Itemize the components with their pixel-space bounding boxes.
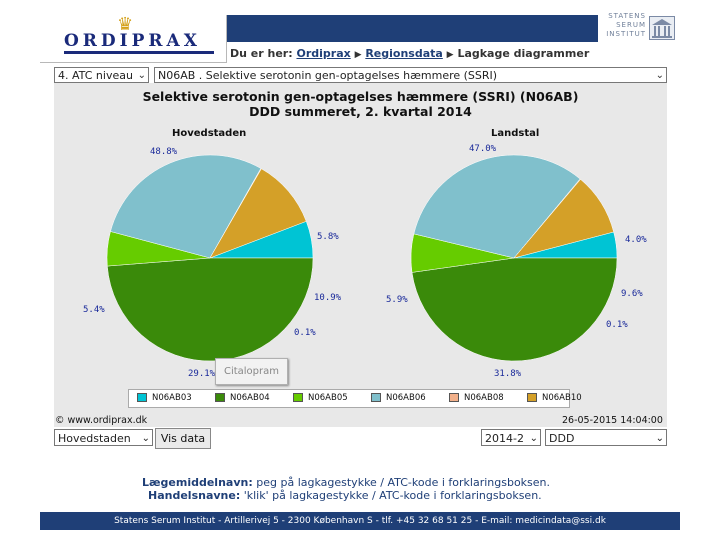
measure-select[interactable]: DDD ⌄	[545, 429, 667, 446]
breadcrumb-arrow-icon: ▶	[354, 50, 362, 60]
chart-copyright: © www.ordiprax.dk	[55, 415, 148, 426]
pie1-label-n06ab06: 29.1%	[188, 369, 216, 379]
period-value: 2014-2	[485, 432, 524, 445]
ssi-line1: STATENS	[608, 12, 646, 20]
pie-title-landstal: Landstal	[491, 128, 540, 139]
legend-label: N06AB08	[464, 393, 504, 403]
info-text-tradenames: 'klik' på lagkagestykke / ATC-kode i for…	[240, 489, 542, 502]
pie-slice-hovedstaden-n06ab10[interactable]	[209, 168, 307, 259]
breadcrumb-ordiprax[interactable]: Ordiprax	[296, 47, 351, 60]
atc-level-value: 4. ATC niveau	[58, 69, 133, 82]
atc-code-select[interactable]: N06AB . Selektive serotonin gen-optagels…	[154, 67, 667, 83]
ssi-line2: SERUM	[616, 21, 646, 29]
legend-swatch	[371, 393, 381, 402]
period-select[interactable]: 2014-2 ⌄	[481, 429, 541, 446]
legend-item-n06ab03[interactable]: N06AB03	[137, 393, 192, 403]
breadcrumb-arrow-icon: ▶	[446, 50, 454, 60]
legend-item-n06ab10[interactable]: N06AB10	[527, 393, 582, 403]
crown-icon: ♛	[117, 14, 134, 35]
breadcrumb-current: Lagkage diagrammer	[457, 47, 590, 60]
info-line-drugname: Lægemiddelnavn: peg på lagkagestykke / A…	[142, 476, 550, 489]
region-select[interactable]: Hovedstaden ⌄	[54, 429, 153, 446]
legend-item-n06ab08[interactable]: N06AB08	[449, 393, 504, 403]
show-data-button[interactable]: Vis data	[155, 428, 211, 449]
ssi-line3: INSTITUT	[606, 30, 646, 38]
atc-level-select[interactable]: 4. ATC niveau ⌄	[54, 67, 149, 83]
chart-title: Selektive serotonin gen-optagelses hæmme…	[142, 89, 579, 104]
pie2-label-n06ab03: 4.0%	[625, 235, 647, 245]
legend-swatch	[527, 393, 537, 402]
footer-bar: Statens Serum Institut - Artillerivej 5 …	[40, 512, 680, 530]
pie-slice-hovedstaden-n06ab06[interactable]	[110, 154, 262, 259]
logo-underline	[64, 51, 214, 54]
legend-item-n06ab05[interactable]: N06AB05	[293, 393, 348, 403]
info-label-tradenames: Handelsnavne:	[148, 489, 241, 502]
measure-value: DDD	[549, 432, 575, 445]
chevron-down-icon: ⌄	[655, 433, 664, 444]
chart-subtitle: DDD summeret, 2. kvartal 2014	[249, 104, 472, 119]
chevron-down-icon: ⌄	[655, 70, 664, 81]
chevron-down-icon: ⌄	[141, 433, 150, 444]
legend-swatch	[215, 393, 225, 402]
legend-label: N06AB05	[308, 393, 348, 403]
pie-slice-landstal-n06ab04[interactable]	[411, 257, 618, 362]
pie2-label-n06ab06: 31.8%	[494, 369, 522, 379]
chevron-down-icon: ⌄	[137, 70, 146, 81]
legend-swatch	[449, 393, 459, 402]
legend-label: N06AB10	[542, 393, 582, 403]
pie2-label-n06ab04: 47.0%	[469, 144, 497, 154]
pie-slice-hovedstaden-n06ab04[interactable]	[107, 257, 314, 362]
legend-item-n06ab06[interactable]: N06AB06	[371, 393, 426, 403]
ssi-building-icon	[649, 16, 675, 40]
logo-text: ORDIPRAX	[64, 31, 201, 51]
region-value: Hovedstaden	[58, 432, 131, 445]
pie2-label-n06ab05: 5.9%	[386, 295, 408, 305]
atc-code-value: N06AB . Selektive serotonin gen-optagels…	[158, 69, 498, 82]
pie1-label-n06ab04: 48.8%	[150, 147, 178, 157]
legend-label: N06AB03	[152, 393, 192, 403]
logo-area[interactable]	[40, 15, 227, 63]
breadcrumb-regionsdata[interactable]: Regionsdata	[365, 47, 443, 60]
chevron-down-icon: ⌄	[529, 433, 538, 444]
pie-title-hovedstaden: Hovedstaden	[172, 128, 247, 139]
info-label-drugname: Lægemiddelnavn:	[142, 476, 253, 489]
pie1-label-n06ab03: 5.8%	[317, 232, 339, 242]
pie2-label-n06ab08: 0.1%	[606, 320, 628, 330]
legend-swatch	[293, 393, 303, 402]
pie1-label-n06ab10: 10.9%	[314, 293, 342, 303]
chart-timestamp: 26-05-2015 14:04:00	[562, 415, 663, 426]
pie2-label-n06ab10: 9.6%	[621, 289, 643, 299]
info-line-tradenames: Handelsnavne: 'klik' på lagkagestykke / …	[148, 489, 542, 502]
pie1-label-n06ab08: 0.1%	[294, 328, 316, 338]
info-text-drugname: peg på lagkagestykke / ATC-kode i forkla…	[252, 476, 551, 489]
breadcrumb: Du er her: Ordiprax ▶ Regionsdata ▶ Lagk…	[230, 47, 589, 60]
pie-slice-landstal-n06ab06[interactable]	[413, 154, 581, 259]
legend-item-n06ab04[interactable]: N06AB04	[215, 393, 270, 403]
legend-label: N06AB04	[230, 393, 270, 403]
legend-swatch	[137, 393, 147, 402]
pie-slice-landstal-n06ab10[interactable]	[513, 179, 614, 259]
slice-tooltip: Citalopram	[215, 358, 288, 385]
ssi-name: STATENS SERUM INSTITUT	[602, 12, 646, 39]
breadcrumb-prefix: Du er her:	[230, 47, 293, 60]
pie1-label-n06ab05: 5.4%	[83, 305, 105, 315]
legend-label: N06AB06	[386, 393, 426, 403]
chart-legend: N06AB03 N06AB04 N06AB05 N06AB06 N06AB08 …	[128, 389, 582, 408]
